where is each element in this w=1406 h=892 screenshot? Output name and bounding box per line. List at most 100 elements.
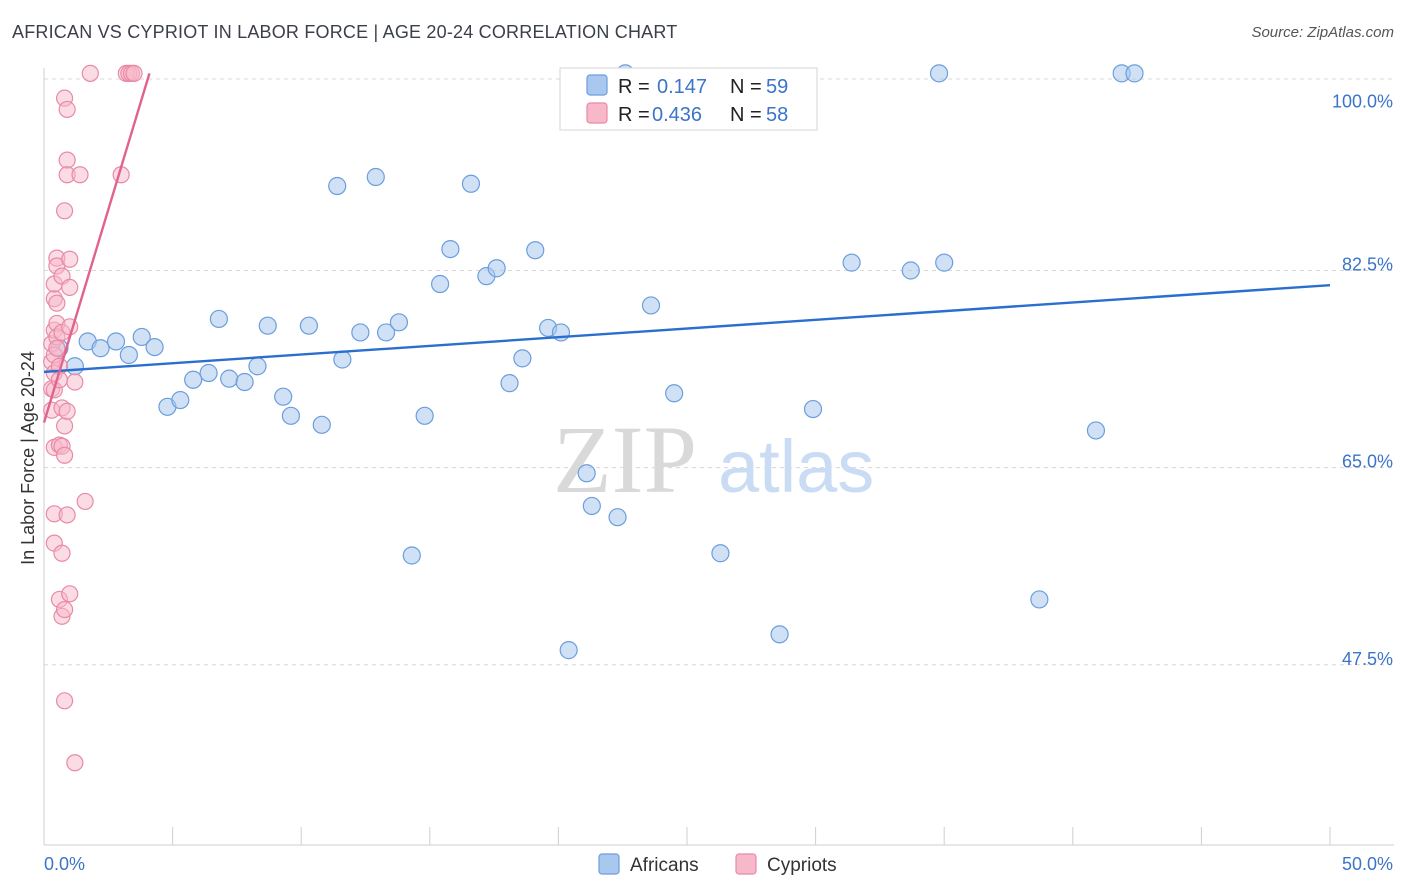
bottom-legend-label-africans: Africans bbox=[630, 855, 699, 876]
legend-swatch-africans bbox=[586, 74, 608, 96]
gridlines bbox=[44, 78, 1394, 666]
x-tick-labels: 0.0% 50.0% bbox=[44, 854, 1393, 874]
y-axis-label: In Labor Force | Age 20-24 bbox=[18, 351, 38, 565]
cypriots-point bbox=[48, 339, 66, 357]
africans-point bbox=[526, 241, 545, 260]
cypriots-point bbox=[71, 166, 89, 184]
axes bbox=[43, 68, 1394, 846]
africans-point bbox=[299, 316, 319, 335]
africans-point bbox=[803, 399, 823, 419]
africans-point bbox=[248, 357, 267, 376]
africans-point bbox=[281, 406, 301, 425]
legend-swatch-cypriots bbox=[586, 102, 608, 124]
cypriots-point bbox=[66, 754, 84, 772]
africans-point bbox=[91, 339, 110, 358]
africans-point bbox=[1125, 64, 1144, 83]
africans-point bbox=[328, 176, 347, 196]
legend-r-label-cypriots: R = bbox=[618, 104, 650, 126]
trend-line-africans bbox=[43, 283, 1331, 374]
cypriots-point bbox=[61, 585, 79, 603]
africans-point bbox=[199, 363, 218, 383]
africans-point bbox=[770, 625, 789, 644]
bottom-legend-label-cypriots: Cypriots bbox=[767, 855, 837, 876]
watermark: ZIP atlas bbox=[553, 406, 874, 513]
africans-point bbox=[65, 357, 84, 376]
africans-point bbox=[608, 508, 627, 527]
africans-point bbox=[500, 374, 519, 393]
africans-point bbox=[415, 406, 434, 425]
legend-n-value-africans: 59 bbox=[766, 76, 788, 98]
series-africans bbox=[50, 64, 1144, 660]
africans-point bbox=[235, 372, 254, 392]
chart-title: AFRICAN VS CYPRIOT IN LABOR FORCE | AGE … bbox=[12, 22, 678, 42]
cypriots-point bbox=[76, 492, 94, 511]
africans-point bbox=[132, 327, 151, 347]
bottom-legend-swatch-cypriots bbox=[735, 853, 757, 875]
africans-point bbox=[333, 350, 352, 369]
x-tick-label-min: 0.0% bbox=[44, 854, 85, 874]
bottom-legend: Africans Cypriots bbox=[598, 853, 837, 876]
y-tick-label: 82.5% bbox=[1342, 255, 1393, 275]
africans-point bbox=[1030, 590, 1049, 609]
watermark-zip: ZIP bbox=[553, 406, 697, 513]
cypriots-point bbox=[53, 544, 71, 562]
africans-point bbox=[376, 323, 396, 342]
africans-point bbox=[929, 64, 949, 83]
legend-r-value-africans: 0.147 bbox=[657, 76, 707, 98]
source-label: Source: ZipAtlas.com bbox=[1251, 24, 1394, 41]
legend-n-label-cypriots: N = bbox=[730, 104, 762, 126]
africans-point bbox=[641, 296, 661, 315]
cypriots-point bbox=[55, 417, 74, 435]
x-tick-label-max: 50.0% bbox=[1342, 854, 1393, 874]
legend: R = 0.147 N = 59 R = 0.436 N = 58 bbox=[559, 67, 818, 131]
y-tick-labels: 100.0% 82.5% 65.0% 47.5% bbox=[1332, 92, 1393, 669]
africans-point bbox=[209, 309, 228, 329]
y-tick-label: 65.0% bbox=[1342, 452, 1393, 472]
cypriots-point bbox=[58, 402, 76, 420]
africans-point bbox=[842, 253, 861, 272]
legend-n-value-cypriots: 58 bbox=[766, 104, 788, 126]
bottom-legend-swatch-africans bbox=[598, 853, 620, 875]
cypriots-point bbox=[55, 692, 74, 710]
africans-point bbox=[513, 349, 532, 368]
africans-point bbox=[119, 345, 138, 365]
cypriots-point bbox=[58, 151, 76, 169]
africans-point bbox=[559, 641, 578, 660]
cypriots-point bbox=[58, 506, 76, 524]
trend-line-cypriots bbox=[42, 73, 151, 423]
africans-point bbox=[220, 369, 239, 388]
africans-point bbox=[389, 313, 409, 332]
cypriots-point bbox=[61, 250, 79, 268]
africans-point bbox=[711, 544, 730, 563]
africans-point bbox=[487, 259, 506, 278]
africans-point bbox=[402, 546, 421, 565]
cypriots-point bbox=[66, 373, 84, 391]
legend-r-label-africans: R = bbox=[618, 76, 650, 98]
africans-point bbox=[258, 316, 277, 335]
cypriots-point bbox=[55, 202, 74, 220]
africans-point bbox=[582, 496, 601, 516]
watermark-atlas: atlas bbox=[718, 425, 874, 508]
africans-point bbox=[430, 274, 450, 294]
legend-n-label-africans: N = bbox=[730, 76, 762, 98]
africans-point bbox=[145, 338, 164, 357]
africans-point bbox=[1086, 421, 1106, 440]
cypriots-point bbox=[55, 446, 74, 464]
africans-point bbox=[351, 323, 370, 342]
africans-point bbox=[935, 253, 954, 272]
cypriots-point bbox=[61, 278, 79, 296]
africans-point bbox=[312, 415, 331, 434]
y-tick-label: 100.0% bbox=[1332, 92, 1393, 112]
cypriots-point bbox=[81, 64, 99, 82]
africans-point bbox=[366, 167, 385, 187]
africans-point bbox=[901, 261, 920, 280]
africans-point bbox=[577, 464, 596, 483]
africans-point bbox=[441, 239, 460, 259]
africans-point bbox=[171, 390, 190, 410]
africans-point bbox=[184, 370, 203, 389]
africans-point bbox=[274, 387, 293, 406]
africans-point bbox=[106, 332, 126, 351]
africans-point bbox=[461, 174, 481, 193]
y-tick-label: 47.5% bbox=[1342, 649, 1393, 669]
